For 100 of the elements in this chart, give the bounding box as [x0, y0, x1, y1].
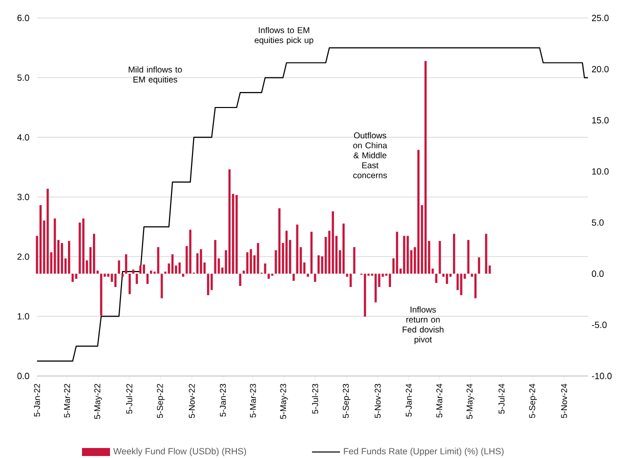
- bar: [396, 232, 398, 274]
- bar: [435, 274, 438, 283]
- bar: [350, 274, 352, 287]
- bar: [39, 205, 42, 274]
- bar: [78, 222, 81, 274]
- bar: [68, 240, 70, 274]
- y-tick-label: 2.0: [17, 253, 30, 260]
- legend-label: Weekly Fund Flow (USDb) (RHS): [113, 448, 246, 456]
- x-tick-label: 5-Jan-22: [34, 384, 40, 417]
- bar: [75, 274, 78, 279]
- x-tick-label: 5-Sep-22: [156, 384, 165, 418]
- bar: [278, 208, 280, 274]
- x-tick-label: 5-May-22: [94, 384, 102, 419]
- x-tick-label: 5-Jan-24: [406, 384, 412, 417]
- x-tick-label: 5-Mar-22: [64, 384, 70, 418]
- x-tick-label: 5-Sep-24: [529, 384, 537, 418]
- y2-tick-label: 0.0: [592, 270, 604, 277]
- bar: [239, 274, 242, 286]
- y2-tick-label: 10.0: [592, 168, 609, 175]
- x-tick-label: 5-Nov-24: [561, 384, 568, 418]
- x-tick-label: 5-Jan-23: [220, 384, 226, 417]
- y2-tick-label: 15.0: [592, 117, 609, 124]
- y-tick-label: 6.0: [17, 14, 30, 22]
- bar: [182, 274, 184, 277]
- bar: [467, 240, 470, 274]
- bar: [121, 274, 124, 277]
- bar: [417, 150, 420, 274]
- y2-tick-label: -5.0: [592, 322, 607, 328]
- annotation: Mild inflows to EM equities: [128, 66, 182, 84]
- x-tick-label: 5-Sep-23: [342, 384, 350, 418]
- bar: [200, 249, 202, 274]
- y2-tick-label: 20.0: [592, 66, 609, 72]
- x-tick-label: 5-Nov-22: [188, 384, 195, 418]
- bar: [157, 247, 160, 274]
- bar: [128, 274, 131, 294]
- bar: [314, 274, 316, 282]
- bar: [292, 274, 295, 281]
- bar: [403, 236, 406, 274]
- x-tick-label: 5-Jul-24: [498, 384, 505, 414]
- bar: [474, 274, 477, 298]
- annotation: Inflows to EM equities pick up: [254, 26, 314, 45]
- bar: [246, 252, 248, 274]
- bar: [132, 270, 134, 274]
- bar: [446, 274, 448, 284]
- bar: [136, 274, 138, 284]
- bar: [353, 247, 356, 274]
- bar: [268, 274, 270, 279]
- y2-tick-label: 25.0: [592, 14, 609, 22]
- line-series: [36, 47, 589, 362]
- x-tick-label: 5-Mar-24: [436, 384, 442, 418]
- bar: [228, 169, 231, 274]
- legend-label: Fed Funds Rate (Upper Limit) (%) (LHS): [344, 448, 504, 456]
- bar: [178, 262, 181, 274]
- bar: [452, 234, 456, 274]
- bar: [406, 236, 409, 274]
- bar: [236, 194, 238, 274]
- bar: [54, 218, 56, 274]
- bar: [250, 249, 252, 274]
- bar: [92, 234, 96, 274]
- bar: [342, 224, 345, 274]
- bar: [189, 230, 192, 274]
- bar: [160, 274, 163, 298]
- annotation: Outflows on China & Middle East concerns: [353, 132, 388, 178]
- bar: [388, 274, 392, 287]
- y-tick-label: 1.0: [18, 313, 30, 320]
- bar: [72, 274, 74, 282]
- bar: [214, 240, 216, 274]
- bar: [332, 211, 334, 274]
- bar: [256, 243, 260, 274]
- bar: [207, 274, 210, 296]
- bar: [285, 230, 288, 274]
- bar: [46, 188, 49, 274]
- x-tick-label: 5-Mar-23: [250, 384, 256, 418]
- x-tick-label: 5-Nov-23: [374, 384, 381, 418]
- y-tick-label: 3.0: [17, 194, 30, 200]
- bar: [82, 218, 84, 274]
- annotation: Inflows return on Fed dovish pivot: [402, 306, 444, 344]
- y-tick-label: 5.0: [17, 74, 30, 81]
- bar: [460, 274, 462, 296]
- bar: [374, 274, 377, 302]
- y-tick-label: 0.0: [17, 372, 30, 380]
- bar: [478, 257, 480, 274]
- y-tick-label: 4.0: [17, 134, 30, 141]
- x-tick-label: 5-May-24: [466, 384, 474, 419]
- bar: [114, 274, 117, 287]
- bar: [146, 274, 149, 284]
- x-tick-label: 5-May-23: [280, 384, 288, 419]
- bar: [438, 240, 441, 274]
- bar: [296, 224, 298, 274]
- bar: [196, 253, 199, 274]
- x-tick-label: 5-Jul-23: [312, 384, 318, 414]
- y2-tick-label: -10.0: [592, 372, 612, 380]
- x-tick-label: 5-Jul-22: [126, 384, 132, 414]
- bar: [485, 234, 488, 274]
- bar: [310, 232, 313, 274]
- bar: [100, 274, 102, 316]
- bar: [424, 60, 427, 274]
- bar: [306, 274, 310, 277]
- bar: [60, 243, 64, 274]
- y2-tick-label: 5.0: [592, 219, 604, 226]
